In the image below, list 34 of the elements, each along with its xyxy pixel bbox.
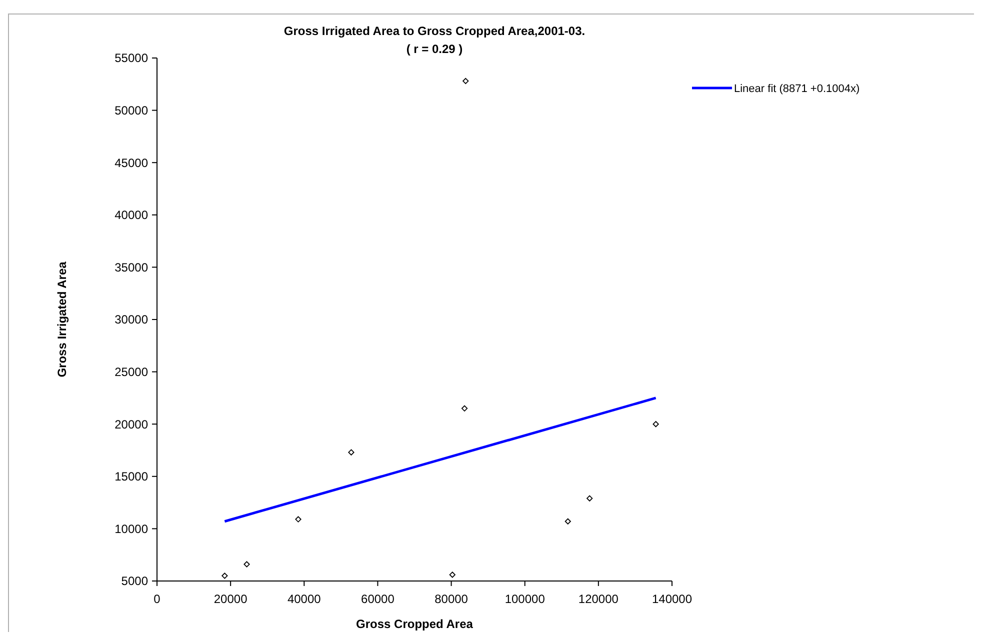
- point: [652, 421, 659, 428]
- x-tick-label: 100000: [504, 592, 546, 606]
- y-tick-label: 10000: [114, 522, 148, 536]
- chart-title: Gross Irrigated Area to Gross Cropped Area,2001-03.: [284, 24, 586, 38]
- point: [449, 572, 456, 578]
- y-tick-label: 50000: [114, 104, 148, 118]
- point: [295, 516, 302, 522]
- point: [348, 449, 354, 456]
- y-tick-label: 5000: [121, 574, 148, 588]
- y-tick-label: 45000: [114, 156, 148, 170]
- x-tick-label: 120000: [578, 592, 619, 606]
- y-tick-label: 15000: [114, 470, 148, 484]
- legend-label: Linear fit (8871 +0.1004x): [734, 82, 860, 95]
- x-axis-title: Gross Cropped Area: [356, 617, 474, 631]
- x-tick-label: 20000: [214, 592, 248, 606]
- x-tick-label: 140000: [652, 592, 692, 606]
- x-tick-label: 40000: [287, 592, 322, 606]
- y-tick-label: 40000: [114, 208, 148, 222]
- point: [461, 405, 468, 412]
- point: [564, 518, 571, 524]
- chart-subtitle: ( r = 0.29 ): [406, 42, 463, 56]
- x-tick-label: 60000: [361, 592, 395, 606]
- y-axis-title: Gross Irrigated Area: [55, 261, 69, 378]
- y-tick-label: 55000: [114, 51, 148, 66]
- x-tick-label: 0: [154, 592, 161, 606]
- point: [222, 572, 228, 579]
- x-tick-label: 80000: [434, 592, 468, 606]
- point: [244, 561, 250, 568]
- y-tick-label: 20000: [114, 417, 148, 432]
- point: [586, 495, 593, 502]
- point: [462, 78, 469, 84]
- y-tick-label: 35000: [114, 260, 148, 274]
- y-tick-label: 25000: [114, 365, 148, 379]
- y-tick-label: 30000: [114, 312, 148, 327]
